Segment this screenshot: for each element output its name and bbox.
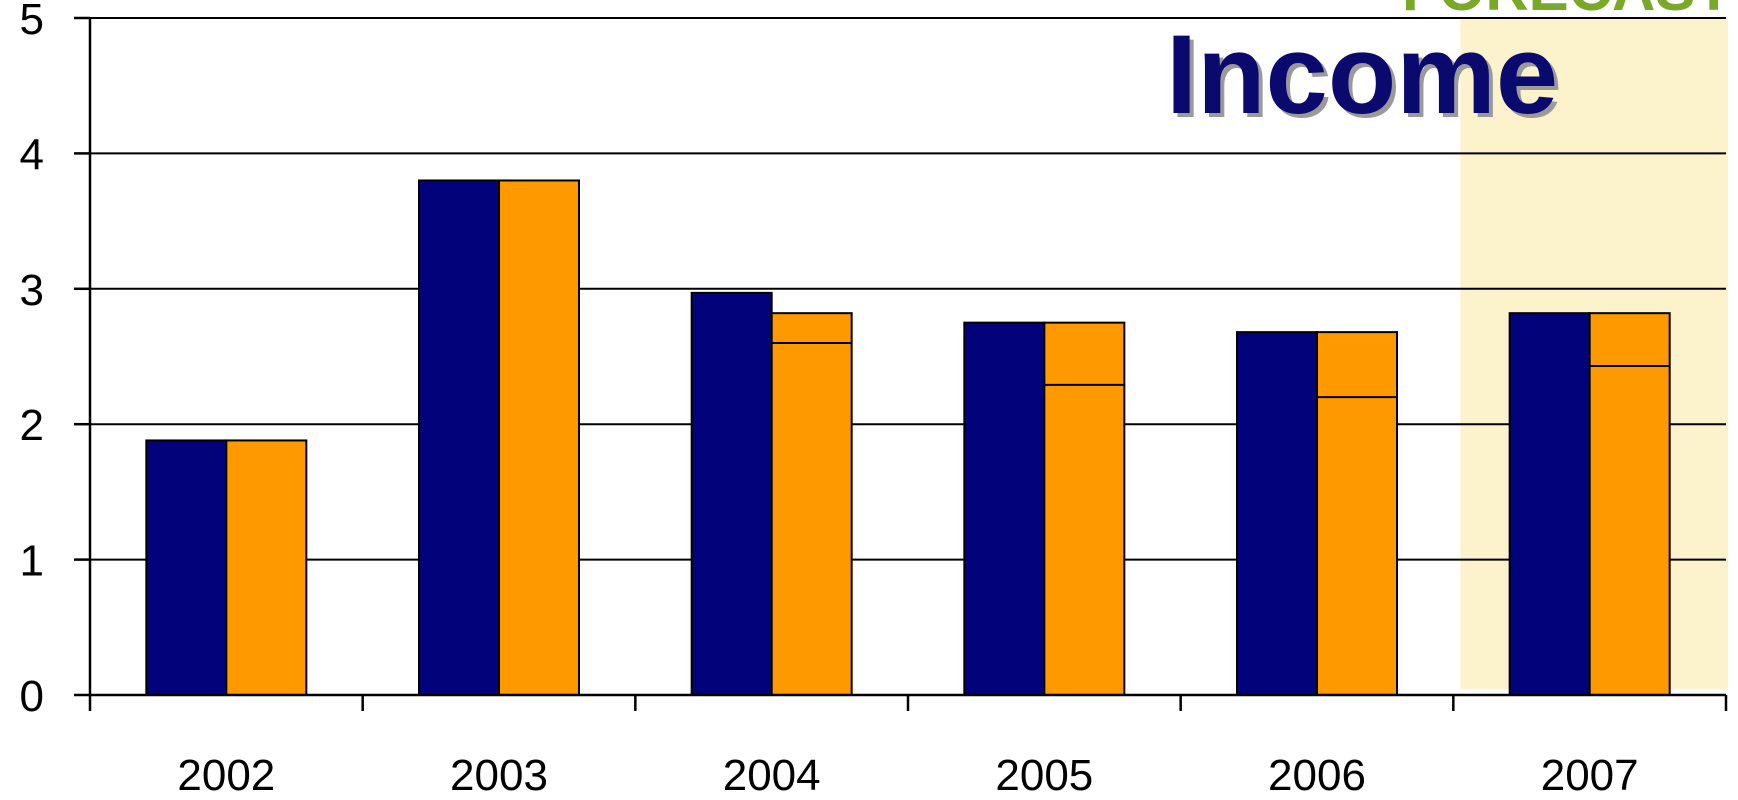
bar-2-2002 (225, 439, 308, 696)
chart-title: Income (1166, 12, 1558, 137)
bar-2-2005 (1043, 321, 1126, 696)
x-tick-label: 2003 (450, 751, 548, 800)
x-tick-label: 2005 (995, 751, 1093, 800)
y-tick-label: 0 (20, 672, 44, 721)
bar-2-2006 (1316, 331, 1398, 696)
x-tick-label: 2004 (723, 751, 821, 800)
bar-1-2002 (145, 439, 228, 696)
bar-1-2003 (418, 179, 500, 697)
x-tick-label: 2006 (1268, 751, 1366, 800)
bar-1-2006 (1236, 331, 1318, 696)
y-tick-label: 1 (20, 537, 44, 586)
y-tick-labels: 0 1 2 3 4 5 (20, 0, 44, 721)
y-tick-label: 3 (20, 266, 44, 315)
y-tick-label: 4 (20, 130, 44, 179)
bar-2-2003 (498, 179, 580, 697)
bars (145, 179, 1671, 697)
chart-title-shadow: Income (1170, 16, 1562, 141)
forecast-label: FORECAST (1402, 0, 1732, 23)
y-tick-label: 5 (20, 0, 44, 44)
gridlines (90, 17, 1726, 561)
x-tick-labels: 2002 2003 2004 2005 2006 2007 (177, 751, 1638, 800)
x-tick-label: 2002 (177, 751, 275, 800)
axes (74, 16, 1728, 711)
bar-2-2007 (1588, 312, 1671, 696)
x-tick-label: 2007 (1541, 751, 1639, 800)
y-tick-label: 2 (20, 401, 44, 450)
bar-1-2007 (1508, 312, 1591, 696)
bar-2-2004 (770, 312, 853, 696)
bar-1-2005 (963, 321, 1046, 696)
bar-1-2004 (690, 291, 773, 696)
